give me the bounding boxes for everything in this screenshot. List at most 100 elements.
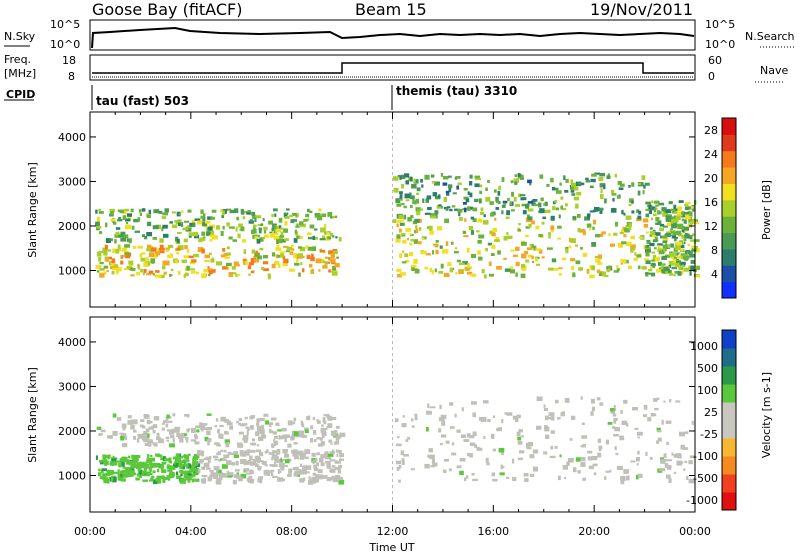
data-cell [665, 233, 671, 238]
data-cell [570, 238, 576, 243]
data-cell [511, 191, 514, 197]
data-cell [450, 426, 455, 429]
data-cell [688, 478, 695, 484]
data-cell [285, 250, 290, 253]
data-cell [109, 261, 112, 266]
data-cell [670, 208, 675, 211]
data-cell [452, 192, 457, 195]
data-cell [267, 473, 270, 476]
data-cell [566, 461, 570, 466]
data-cell [331, 432, 337, 437]
data-cell [279, 470, 282, 474]
data-cell [236, 442, 243, 445]
data-cell [485, 187, 488, 191]
data-cell [192, 457, 197, 461]
data-cell [482, 220, 489, 225]
data-cell [501, 177, 505, 182]
data-cell [284, 238, 289, 241]
data-cell [111, 471, 118, 474]
data-cell [240, 452, 244, 457]
nsearch-tick-high: 10^5 [705, 18, 735, 31]
data-cell [300, 262, 303, 266]
data-cell [311, 476, 316, 480]
data-cell [648, 209, 653, 215]
data-cell [636, 254, 642, 258]
data-cell [399, 191, 403, 194]
data-cell [416, 211, 421, 216]
data-cell [430, 465, 436, 468]
data-cell [302, 465, 308, 468]
data-cell [497, 250, 501, 255]
data-cell [128, 238, 132, 244]
data-cell [498, 185, 502, 191]
data-cell [439, 245, 443, 249]
data-cell [190, 469, 193, 472]
data-cell [625, 215, 632, 220]
data-cell [642, 414, 648, 418]
freq-unit-label: [MHz] [4, 67, 36, 80]
data-cell [570, 187, 573, 191]
data-cell [671, 266, 677, 270]
data-cell [487, 419, 491, 422]
data-cell [671, 235, 676, 239]
data-cell [660, 458, 666, 464]
data-cell [143, 269, 147, 273]
data-cell [599, 209, 603, 214]
data-cell [636, 463, 639, 466]
data-cell [242, 258, 247, 263]
data-cell [544, 209, 551, 214]
data-cell [501, 210, 504, 215]
data-cell [216, 444, 222, 447]
data-cell [645, 252, 649, 257]
data-cell [162, 265, 166, 270]
data-cell [232, 239, 237, 242]
data-cell [283, 245, 287, 248]
data-cell [314, 477, 319, 483]
data-cell [201, 478, 204, 482]
data-cell [591, 242, 597, 247]
data-cell [272, 475, 278, 479]
data-cell [675, 260, 682, 265]
data-cell [650, 266, 653, 270]
data-cell [296, 470, 302, 475]
data-cell [185, 436, 189, 440]
data-cell [609, 469, 612, 473]
data-cell [680, 212, 686, 218]
data-cell [517, 441, 523, 445]
data-cell [653, 398, 658, 402]
data-cell [122, 234, 129, 239]
data-cell [179, 465, 185, 469]
data-cell [526, 247, 533, 251]
data-cell [402, 250, 405, 253]
data-cell [560, 205, 563, 210]
data-cell [141, 425, 146, 429]
data-cell [129, 263, 134, 267]
data-cell [448, 468, 452, 472]
data-cell [678, 266, 681, 270]
data-cell [146, 214, 151, 218]
data-cell [334, 430, 338, 433]
data-cell [254, 455, 260, 460]
data-cell [469, 266, 473, 269]
data-cell [166, 249, 169, 252]
data-cell [189, 222, 195, 227]
data-cell [616, 268, 620, 272]
data-cell [650, 234, 656, 238]
data-cell [693, 239, 700, 242]
data-cell [396, 467, 400, 470]
data-cell [317, 469, 323, 474]
data-cell [645, 248, 651, 253]
data-cell [201, 248, 205, 254]
data-cell [579, 229, 585, 233]
data-cell [183, 238, 188, 243]
data-cell [177, 238, 180, 244]
data-cell [397, 175, 401, 178]
data-cell [550, 229, 554, 233]
data-cell [246, 430, 249, 436]
data-cell [505, 216, 510, 219]
data-cell [140, 257, 146, 262]
data-cell [261, 424, 265, 430]
x-tick-label: 12:00 [377, 525, 409, 538]
data-cell [298, 430, 304, 436]
data-cell [277, 239, 283, 244]
